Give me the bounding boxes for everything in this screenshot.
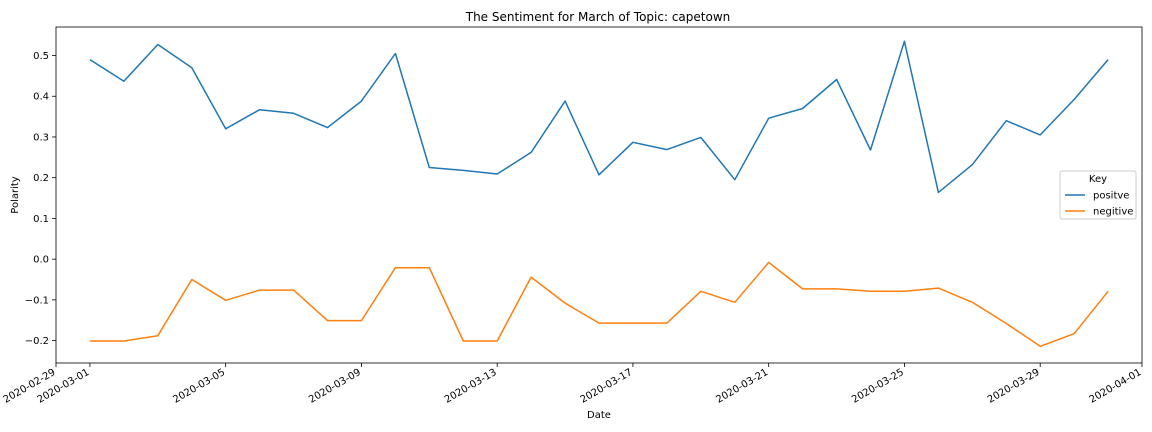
y-axis-label: Polarity xyxy=(10,176,21,214)
legend-box xyxy=(1059,170,1137,220)
x-axis-label: Date xyxy=(587,410,611,421)
y-tick-label: 0.3 xyxy=(33,132,49,143)
x-tick-label: 2020-03-21 xyxy=(714,367,770,406)
series-line-positve xyxy=(89,40,1109,194)
legend-label-positve: positve xyxy=(1093,191,1129,202)
y-tick-label: 0.0 xyxy=(33,255,49,266)
legend-title: Key xyxy=(1089,174,1107,185)
x-tick-label: 2020-03-17 xyxy=(579,367,635,406)
y-tick-label: 0.5 xyxy=(33,51,49,62)
plot-area xyxy=(55,26,1143,364)
y-tick-label: 0.4 xyxy=(33,92,49,103)
x-tick-label: 2020-03-09 xyxy=(307,367,363,406)
y-tick-label: −0.1 xyxy=(25,295,49,306)
x-tick-label: 2020-03-25 xyxy=(850,367,906,406)
y-tick-label: 0.1 xyxy=(33,214,49,225)
y-tick-label: 0.2 xyxy=(33,173,49,184)
x-tick-label: 2020-03-05 xyxy=(171,367,227,406)
legend-label-negitive: negitive xyxy=(1093,207,1133,218)
legend-items: positve negitive xyxy=(1065,191,1133,218)
y-axis: −0.2 −0.1 0.0 0.1 0.2 0.3 0.4 0.5 xyxy=(25,51,56,347)
series-lines xyxy=(89,40,1109,348)
x-tick-label: 2020-04-01 xyxy=(1088,367,1144,406)
y-tick-label: −0.2 xyxy=(25,336,49,347)
x-tick-label: 2020-03-13 xyxy=(443,367,499,406)
series-line-negitive xyxy=(89,261,1109,348)
chart-title: The Sentiment for March of Topic: capeto… xyxy=(465,10,731,24)
legend: Key positve negitive xyxy=(1059,170,1137,220)
x-tick-label: 2020-03-29 xyxy=(986,367,1042,406)
